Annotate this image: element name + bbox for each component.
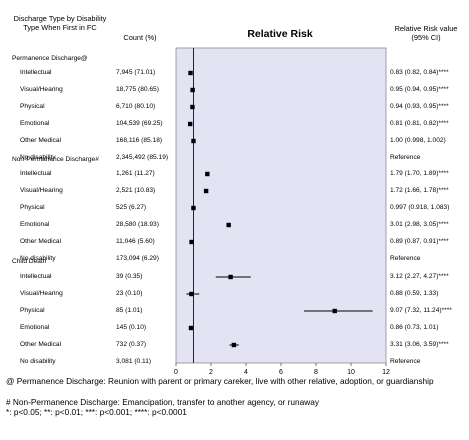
rr-marker	[190, 87, 195, 93]
row-count: 23 (0.10)	[116, 290, 143, 297]
row-count: 145 (0.10)	[116, 324, 147, 331]
x-tick-label: 0	[174, 369, 178, 376]
row-rr-value: Reference	[390, 358, 421, 365]
header-count: Count (%)	[123, 33, 157, 42]
row-rr-value: 0.81 (0.81, 0.82)****	[390, 120, 449, 127]
rr-marker	[191, 205, 196, 211]
x-tick-label: 2	[209, 369, 213, 376]
row-label-no-disability: No disability	[20, 358, 56, 365]
rr-marker	[191, 138, 196, 144]
row-count: 85 (1.01)	[116, 307, 143, 314]
row-count: 3,081 (0.11)	[116, 358, 152, 365]
rr-marker	[205, 171, 210, 177]
row-rr-value: 1.79 (1.70, 1.89)****	[390, 170, 449, 177]
row-rr-value: 0.83 (0.82, 0.84)****	[390, 69, 449, 76]
row-label-physical: Physical	[20, 204, 45, 211]
x-tick-label: 12	[382, 369, 390, 376]
header-relative-risk: Relative Risk	[247, 28, 313, 40]
row-rr-value: 0.95 (0.94, 0.95)****	[390, 86, 449, 93]
row-rr-value: 3.31 (3.06, 3.59)****	[390, 341, 449, 348]
rr-marker	[228, 274, 233, 280]
row-rr-value: 0.86 (0.73, 1.01)	[390, 324, 439, 331]
x-tick-label: 8	[314, 369, 318, 376]
footnote-non-permanence: # Non-Permanence Discharge: Emancipation…	[6, 397, 319, 407]
row-rr-value: 1.00 (0.998, 1.002)	[390, 137, 446, 144]
row-label-intellectual: Intellectual	[20, 170, 52, 177]
row-rr-value: Reference	[390, 255, 421, 262]
row-count: 7,945 (71.01)	[116, 69, 156, 76]
rr-marker	[188, 325, 194, 331]
row-label-emotional: Emotional	[20, 324, 50, 331]
row-count: 2,521 (10.83)	[116, 187, 156, 194]
rr-marker	[188, 70, 193, 76]
row-label-no-disability: No disability	[20, 154, 56, 161]
x-tick-label: 4	[244, 369, 248, 376]
row-count: 104,539 (69.25)	[116, 120, 163, 127]
row-label-other-medical: Other Medical	[20, 137, 62, 144]
footnote-permanence: @ Permanence Discharge: Reunion with par…	[6, 376, 434, 386]
row-label-intellectual: Intellectual	[20, 273, 52, 280]
row-label-emotional: Emotional	[20, 221, 50, 228]
row-label-visual-hearing: Visual/Hearing	[20, 290, 63, 297]
x-tick-label: 10	[347, 369, 355, 376]
row-rr-value: 1.72 (1.66, 1.78)****	[390, 187, 449, 194]
rr-marker	[190, 104, 195, 110]
rr-marker	[189, 291, 194, 297]
row-count: 168,116 (85.18)	[116, 137, 163, 144]
row-label-other-medical: Other Medical	[20, 341, 62, 348]
group-title-permanence: Permanence Discharge@	[12, 55, 88, 62]
row-count: 1,261 (11.27)	[116, 170, 155, 177]
row-label-physical: Physical	[20, 307, 45, 314]
footnote-significance: *: p<0.05; **: p<0.01; ***: p<0.001; ***…	[6, 407, 187, 417]
row-label-visual-hearing: Visual/Hearing	[20, 187, 63, 194]
row-count: 732 (0.37)	[116, 341, 147, 348]
row-rr-value: 0.88 (0.59, 1.33)	[390, 290, 439, 297]
rr-marker	[231, 342, 237, 348]
rr-marker	[189, 239, 194, 245]
row-count: 6,710 (80.10)	[116, 103, 156, 110]
row-label-other-medical: Other Medical	[20, 238, 62, 245]
row-rr-value: Reference	[390, 154, 421, 161]
rr-marker	[332, 308, 337, 314]
row-rr-value: 0.94 (0.93, 0.95)****	[390, 103, 449, 110]
rr-marker	[203, 188, 209, 194]
row-count: 173,094 (6.29)	[116, 255, 159, 262]
row-label-no-disability: No disability	[20, 255, 56, 262]
x-tick-label: 6	[279, 369, 283, 376]
row-count: 39 (0.35)	[116, 273, 143, 280]
row-count: 525 (6.27)	[116, 204, 147, 211]
row-label-physical: Physical	[20, 103, 45, 110]
header-rr-value: Relative Risk value (95% CI)	[394, 24, 458, 42]
x-axis: 0 2 4 6 8 10 12	[174, 363, 390, 376]
row-count: 2,345,492 (85.19)	[116, 154, 169, 161]
row-rr-value: 3.12 (2.27, 4.27)****	[390, 273, 449, 280]
row-label-emotional: Emotional	[20, 120, 50, 127]
row-rr-value: 3.01 (2.98, 3.05)****	[390, 221, 449, 228]
row-count: 11,046 (5.60)	[116, 238, 155, 245]
row-label-intellectual: Intellectual	[20, 69, 52, 76]
group-title-child-death: Child Death	[12, 258, 47, 265]
header-discharge-type: Discharge Type by Disability Type When F…	[13, 14, 107, 32]
row-rr-value: 9.07 (7.32, 11.24)****	[390, 307, 452, 314]
row-count: 28,580 (18.93)	[116, 221, 159, 228]
row-rr-value: 0.997 (0.918, 1.083)	[390, 204, 450, 211]
rr-marker	[226, 222, 231, 228]
rr-marker	[187, 121, 193, 127]
group-title-non-permanence: Non-Permanence Discharge#	[12, 156, 99, 163]
row-label-visual-hearing: Visual/Hearing	[20, 86, 63, 93]
row-rr-value: 0.89 (0.87, 0.91)****	[390, 238, 449, 245]
marker-layer	[187, 70, 337, 348]
row-count: 18,775 (80.65)	[116, 86, 159, 93]
plot-background	[175, 47, 387, 364]
